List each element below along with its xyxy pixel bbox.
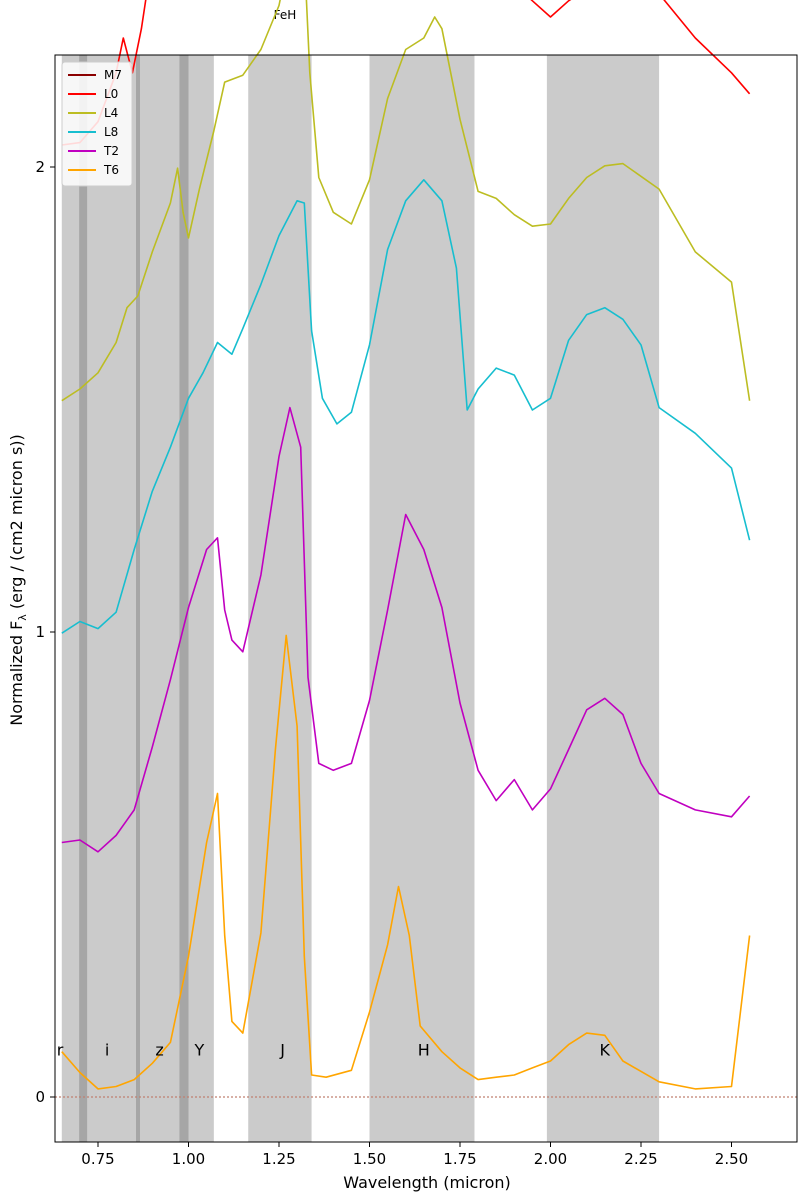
y-axis-label-main: Normalized F [7, 621, 26, 726]
series-L0 [61, 0, 751, 146]
legend: M7 L0 L4 L8 T2 T6 [61, 61, 133, 187]
legend-label-L8: L8 [104, 125, 118, 139]
y-tick-label-0: 0 [35, 1088, 45, 1106]
y-tick-label-1: 1 [35, 623, 45, 641]
telluric-bands [79, 55, 189, 1142]
x-tick-label-1.75: 1.75 [443, 1150, 476, 1168]
band-label-r: r [57, 1041, 64, 1060]
x-tick-label-2.00: 2.00 [534, 1150, 567, 1168]
x-tick-label-2.25: 2.25 [624, 1150, 657, 1168]
y-axis: 01234 [35, 158, 55, 1106]
telluric-band-0 [79, 55, 88, 1142]
band-label-K: K [600, 1041, 611, 1060]
top-feh-label: FeH [274, 8, 297, 22]
series-L8 [61, 179, 751, 634]
legend-label-T6: T6 [103, 163, 119, 177]
y-axis-label-rest: (erg / (cm2 micron s)) [7, 434, 26, 614]
x-axis: 0.75 1.00 1.25 1.50 1.75 2.00 2.25 2.50 [81, 1142, 748, 1168]
y-axis-label: Normalized Fλ (erg / (cm2 micron s)) [7, 434, 29, 726]
x-tick-label-1.50: 1.50 [353, 1150, 386, 1168]
x-tick-label-1.25: 1.25 [262, 1150, 295, 1168]
plot-frame [54, 54, 798, 1143]
telluric-band-1 [136, 55, 140, 1142]
band-label-i: i [105, 1041, 109, 1060]
series-T6 [61, 634, 751, 1090]
x-tick-label-2.50: 2.50 [715, 1150, 748, 1168]
x-axis-label: Wavelength (micron) [343, 1173, 510, 1192]
telluric-band-2 [179, 55, 189, 1142]
band-3 [546, 55, 660, 1142]
band-label-z: z [155, 1041, 163, 1060]
series-L4 [61, 0, 751, 402]
series-lines [61, 0, 751, 1090]
band-2 [369, 55, 475, 1142]
y-axis-label-sub: λ [16, 614, 29, 621]
legend-label-T2: T2 [103, 144, 119, 158]
legend-label-M7: M7 [104, 68, 122, 82]
legend-label-L4: L4 [104, 106, 118, 120]
x-tick-label-1.00: 1.00 [172, 1150, 205, 1168]
band-label-Y: Y [193, 1041, 204, 1060]
band-label-J: J [279, 1041, 285, 1060]
y-tick-label-2: 2 [35, 158, 45, 176]
band-label-H: H [418, 1041, 430, 1060]
photometric-bands [61, 55, 660, 1142]
series-T2 [61, 406, 751, 853]
band-1 [248, 55, 312, 1142]
legend-label-L0: L0 [104, 87, 118, 101]
x-tick-label-0.75: 0.75 [81, 1150, 114, 1168]
